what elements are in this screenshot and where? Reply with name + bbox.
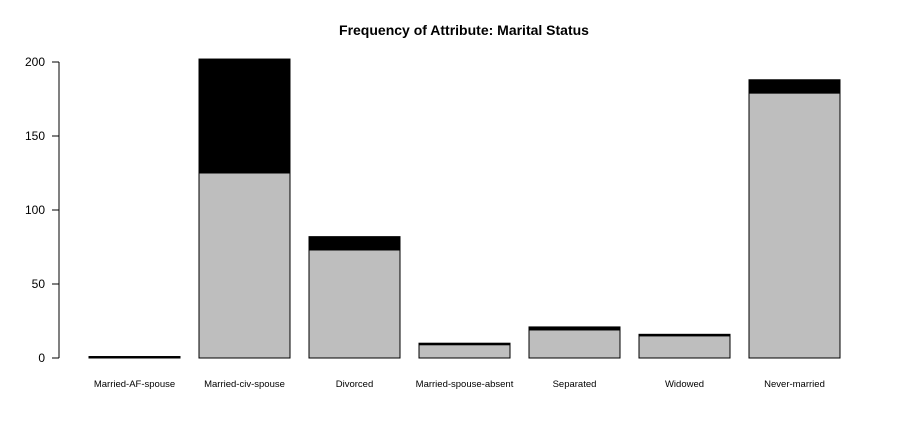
x-tick-label: Married-AF-spouse <box>94 379 175 390</box>
bar-segment-grey <box>308 249 401 359</box>
bar-segment-black <box>198 58 291 174</box>
x-tick-label: Married-spouse-absent <box>416 379 514 390</box>
y-tick-label: 100 <box>25 203 45 217</box>
y-axis: 0 50 100 150 200 <box>25 55 60 365</box>
y-tick-label: 150 <box>25 129 45 143</box>
bar-segment-black <box>88 356 181 359</box>
bar-segment-black <box>418 342 511 346</box>
bar-segment-black <box>308 236 401 251</box>
bar-segment-grey <box>748 92 841 359</box>
bars <box>88 58 841 359</box>
x-tick-label: Never-married <box>764 379 825 390</box>
chart-title: Frequency of Attribute: Marital Status <box>339 22 589 38</box>
x-tick-label: Widowed <box>665 379 704 390</box>
bar-segment-grey <box>528 329 621 359</box>
bar-segment-grey <box>198 172 291 359</box>
bar-segment-grey <box>418 344 511 359</box>
x-axis-labels: Married-AF-spouse Married-civ-spouse Divor… <box>94 379 825 390</box>
x-tick-label: Separated <box>553 379 597 390</box>
y-tick-label: 200 <box>25 55 45 69</box>
bar-segment-black <box>528 326 621 331</box>
x-tick-label: Married-civ-spouse <box>204 379 285 390</box>
x-tick-label: Divorced <box>336 379 374 390</box>
bar-segment-black <box>638 333 731 337</box>
bar-segment-black <box>748 79 841 94</box>
bar-segment-grey <box>638 335 731 359</box>
y-tick-label: 0 <box>38 351 45 365</box>
y-tick-label: 50 <box>32 277 46 291</box>
